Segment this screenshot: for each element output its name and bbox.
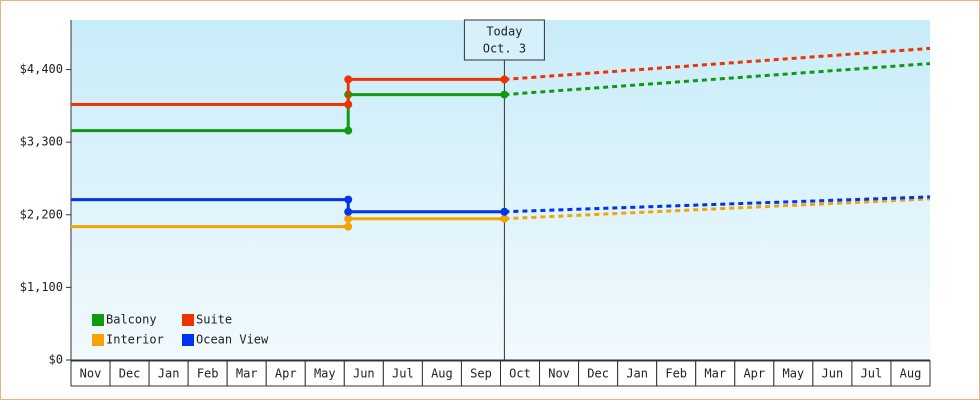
series-line	[71, 198, 505, 214]
point	[500, 90, 509, 99]
x-tick-label: Mar	[704, 367, 726, 381]
y-tick-label: $0	[49, 353, 63, 367]
x-tick-label: Jun	[353, 367, 375, 381]
x-tick-label: May	[314, 367, 336, 381]
x-tick-label: Oct	[509, 367, 531, 381]
legend-swatch	[92, 334, 104, 346]
x-tick-label: Apr	[275, 367, 297, 381]
x-cell	[617, 360, 658, 387]
x-cell	[851, 360, 892, 387]
y-tick-label: $3,300	[20, 135, 63, 149]
forecast-line	[504, 62, 931, 97]
forecast-line	[504, 197, 931, 221]
legend-label: Ocean View	[196, 333, 269, 347]
x-cell	[500, 360, 541, 387]
x-tick-label: Jul	[392, 367, 414, 381]
point	[500, 75, 509, 84]
x-cell	[890, 360, 931, 387]
today-box	[463, 19, 545, 61]
y-tick-label: $2,200	[20, 207, 63, 221]
x-tick-label: Aug	[900, 367, 922, 381]
today-label: Oct. 3	[483, 42, 526, 56]
point	[344, 126, 353, 135]
x-tick-label: Feb	[197, 367, 219, 381]
x-tick-label: Nov	[548, 367, 570, 381]
legend-swatch	[92, 314, 104, 326]
x-tick-label: Jan	[626, 367, 648, 381]
x-tick-label: Sep	[470, 367, 492, 381]
point	[344, 100, 353, 109]
point	[344, 214, 353, 223]
today-label: Today	[486, 25, 522, 39]
legend-label: Interior	[106, 333, 164, 347]
legend-swatch	[182, 334, 194, 346]
legend-label: Balcony	[106, 313, 157, 327]
point	[344, 195, 353, 204]
point	[344, 75, 353, 84]
plot-area	[71, 20, 930, 360]
x-tick-label: Apr	[743, 367, 765, 381]
x-tick-label: Dec	[587, 367, 609, 381]
legend-swatch	[182, 314, 194, 326]
x-tick-label: Jun	[822, 367, 844, 381]
x-cell	[343, 360, 384, 387]
legend-label: Suite	[196, 313, 232, 327]
y-tick-label: $4,400	[20, 62, 63, 76]
point	[344, 207, 353, 216]
x-cell	[734, 360, 775, 387]
point	[344, 222, 353, 231]
series-line	[71, 93, 505, 133]
x-tick-label: Jul	[861, 367, 883, 381]
series-line	[71, 77, 505, 107]
point	[500, 214, 509, 223]
x-tick-label: Dec	[119, 367, 141, 381]
x-cell	[773, 360, 814, 387]
x-cell	[695, 360, 736, 387]
forecast-line	[504, 46, 931, 81]
x-cell	[812, 360, 853, 387]
y-tick-label: $1,100	[20, 280, 63, 294]
x-cell	[109, 360, 150, 387]
x-cell	[578, 360, 619, 387]
x-cell	[187, 360, 228, 387]
x-cell	[421, 360, 462, 387]
x-tick-label: Aug	[431, 367, 453, 381]
x-tick-label: Feb	[665, 367, 687, 381]
point	[500, 207, 509, 216]
x-cell	[265, 360, 306, 387]
x-tick-label: Mar	[236, 367, 258, 381]
forecast-line	[504, 195, 931, 214]
x-tick-label: May	[782, 367, 804, 381]
x-tick-label: Jan	[158, 367, 180, 381]
x-tick-label: Nov	[80, 367, 102, 381]
